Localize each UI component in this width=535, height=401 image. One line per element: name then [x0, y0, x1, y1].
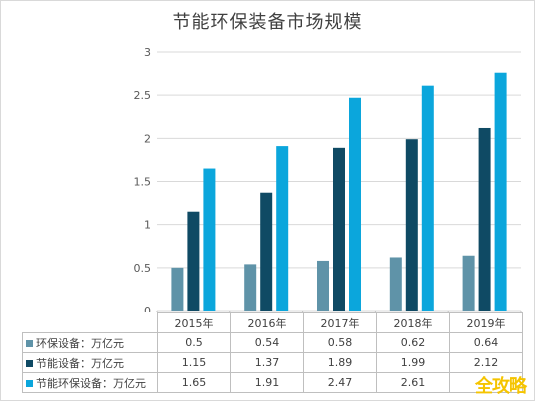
bar-3-2018年 [421, 85, 434, 311]
bar-1-2016年 [244, 264, 257, 311]
category-label: 2015年 [157, 312, 231, 333]
y-tick-label: 3 [144, 46, 151, 59]
data-label: 0.64 [449, 332, 523, 353]
data-label: 0.62 [376, 332, 450, 353]
category-label: 2019年 [449, 312, 523, 333]
legend-swatch [26, 360, 33, 367]
data-label [449, 372, 523, 393]
bar-1-2018年 [389, 257, 402, 311]
data-label: 2.12 [449, 352, 523, 373]
bar-1-2015年 [171, 267, 184, 311]
y-tick-label: 0 [144, 305, 151, 312]
y-tick-label: 1.5 [134, 176, 152, 189]
chart-title: 节能环保装备市场规模 [172, 12, 363, 33]
category-label: 2018年 [376, 312, 450, 333]
series-name: 节能环保设备：万亿元 [36, 376, 146, 390]
bar-1-2019年 [462, 255, 475, 311]
table-corner [22, 312, 158, 333]
y-tick-label: 0.5 [134, 262, 152, 275]
series-name: 环保设备：万亿元 [36, 336, 124, 350]
data-label: 1.37 [230, 352, 304, 373]
data-label: 2.61 [376, 372, 450, 393]
bar-1-2017年 [317, 260, 329, 311]
bar-2-2019年 [478, 127, 491, 312]
data-label: 2.47 [303, 372, 377, 393]
data-label: 1.15 [157, 352, 231, 373]
watermark-logo: 全攻略 [475, 376, 527, 397]
data-label: 0.58 [303, 332, 377, 353]
category-label: 2016年 [230, 312, 304, 333]
data-label: 0.5 [157, 332, 231, 353]
bar-3-2019年 [494, 72, 507, 311]
legend-swatch [26, 340, 33, 347]
data-table: 2015年 2016年 2017年 2018年 2019年环保设备：万亿元 0.5 0.54… [22, 312, 523, 393]
data-label: 1.65 [157, 372, 231, 393]
plot-area: 0 0.5 1 1.5 2 2.5 3 [134, 46, 522, 312]
bar-2-2015年 [187, 211, 200, 311]
data-label: 1.89 [303, 352, 377, 373]
data-label: 0.54 [230, 332, 304, 353]
data-label: 1.91 [230, 372, 304, 393]
legend-swatch [26, 380, 33, 387]
y-tick-label: 1 [144, 219, 151, 232]
series-legend-2: 节能设备：万亿元 [22, 352, 158, 373]
bar-2-2017年 [333, 147, 345, 311]
bar-2-2016年 [260, 192, 273, 311]
category-label: 2017年 [303, 312, 377, 333]
series-legend-3: 节能环保设备：万亿元 [22, 372, 158, 393]
y-tick-label: 2.5 [134, 89, 152, 102]
series-legend-1: 环保设备：万亿元 [22, 332, 158, 353]
bar-3-2017年 [349, 97, 361, 311]
bar-3-2016年 [276, 146, 289, 311]
series-name: 节能设备：万亿元 [36, 356, 124, 370]
bar-3-2015年 [203, 168, 216, 311]
data-label: 1.99 [376, 352, 450, 373]
y-tick-label: 2 [144, 132, 151, 145]
bar-2-2018年 [405, 139, 418, 311]
